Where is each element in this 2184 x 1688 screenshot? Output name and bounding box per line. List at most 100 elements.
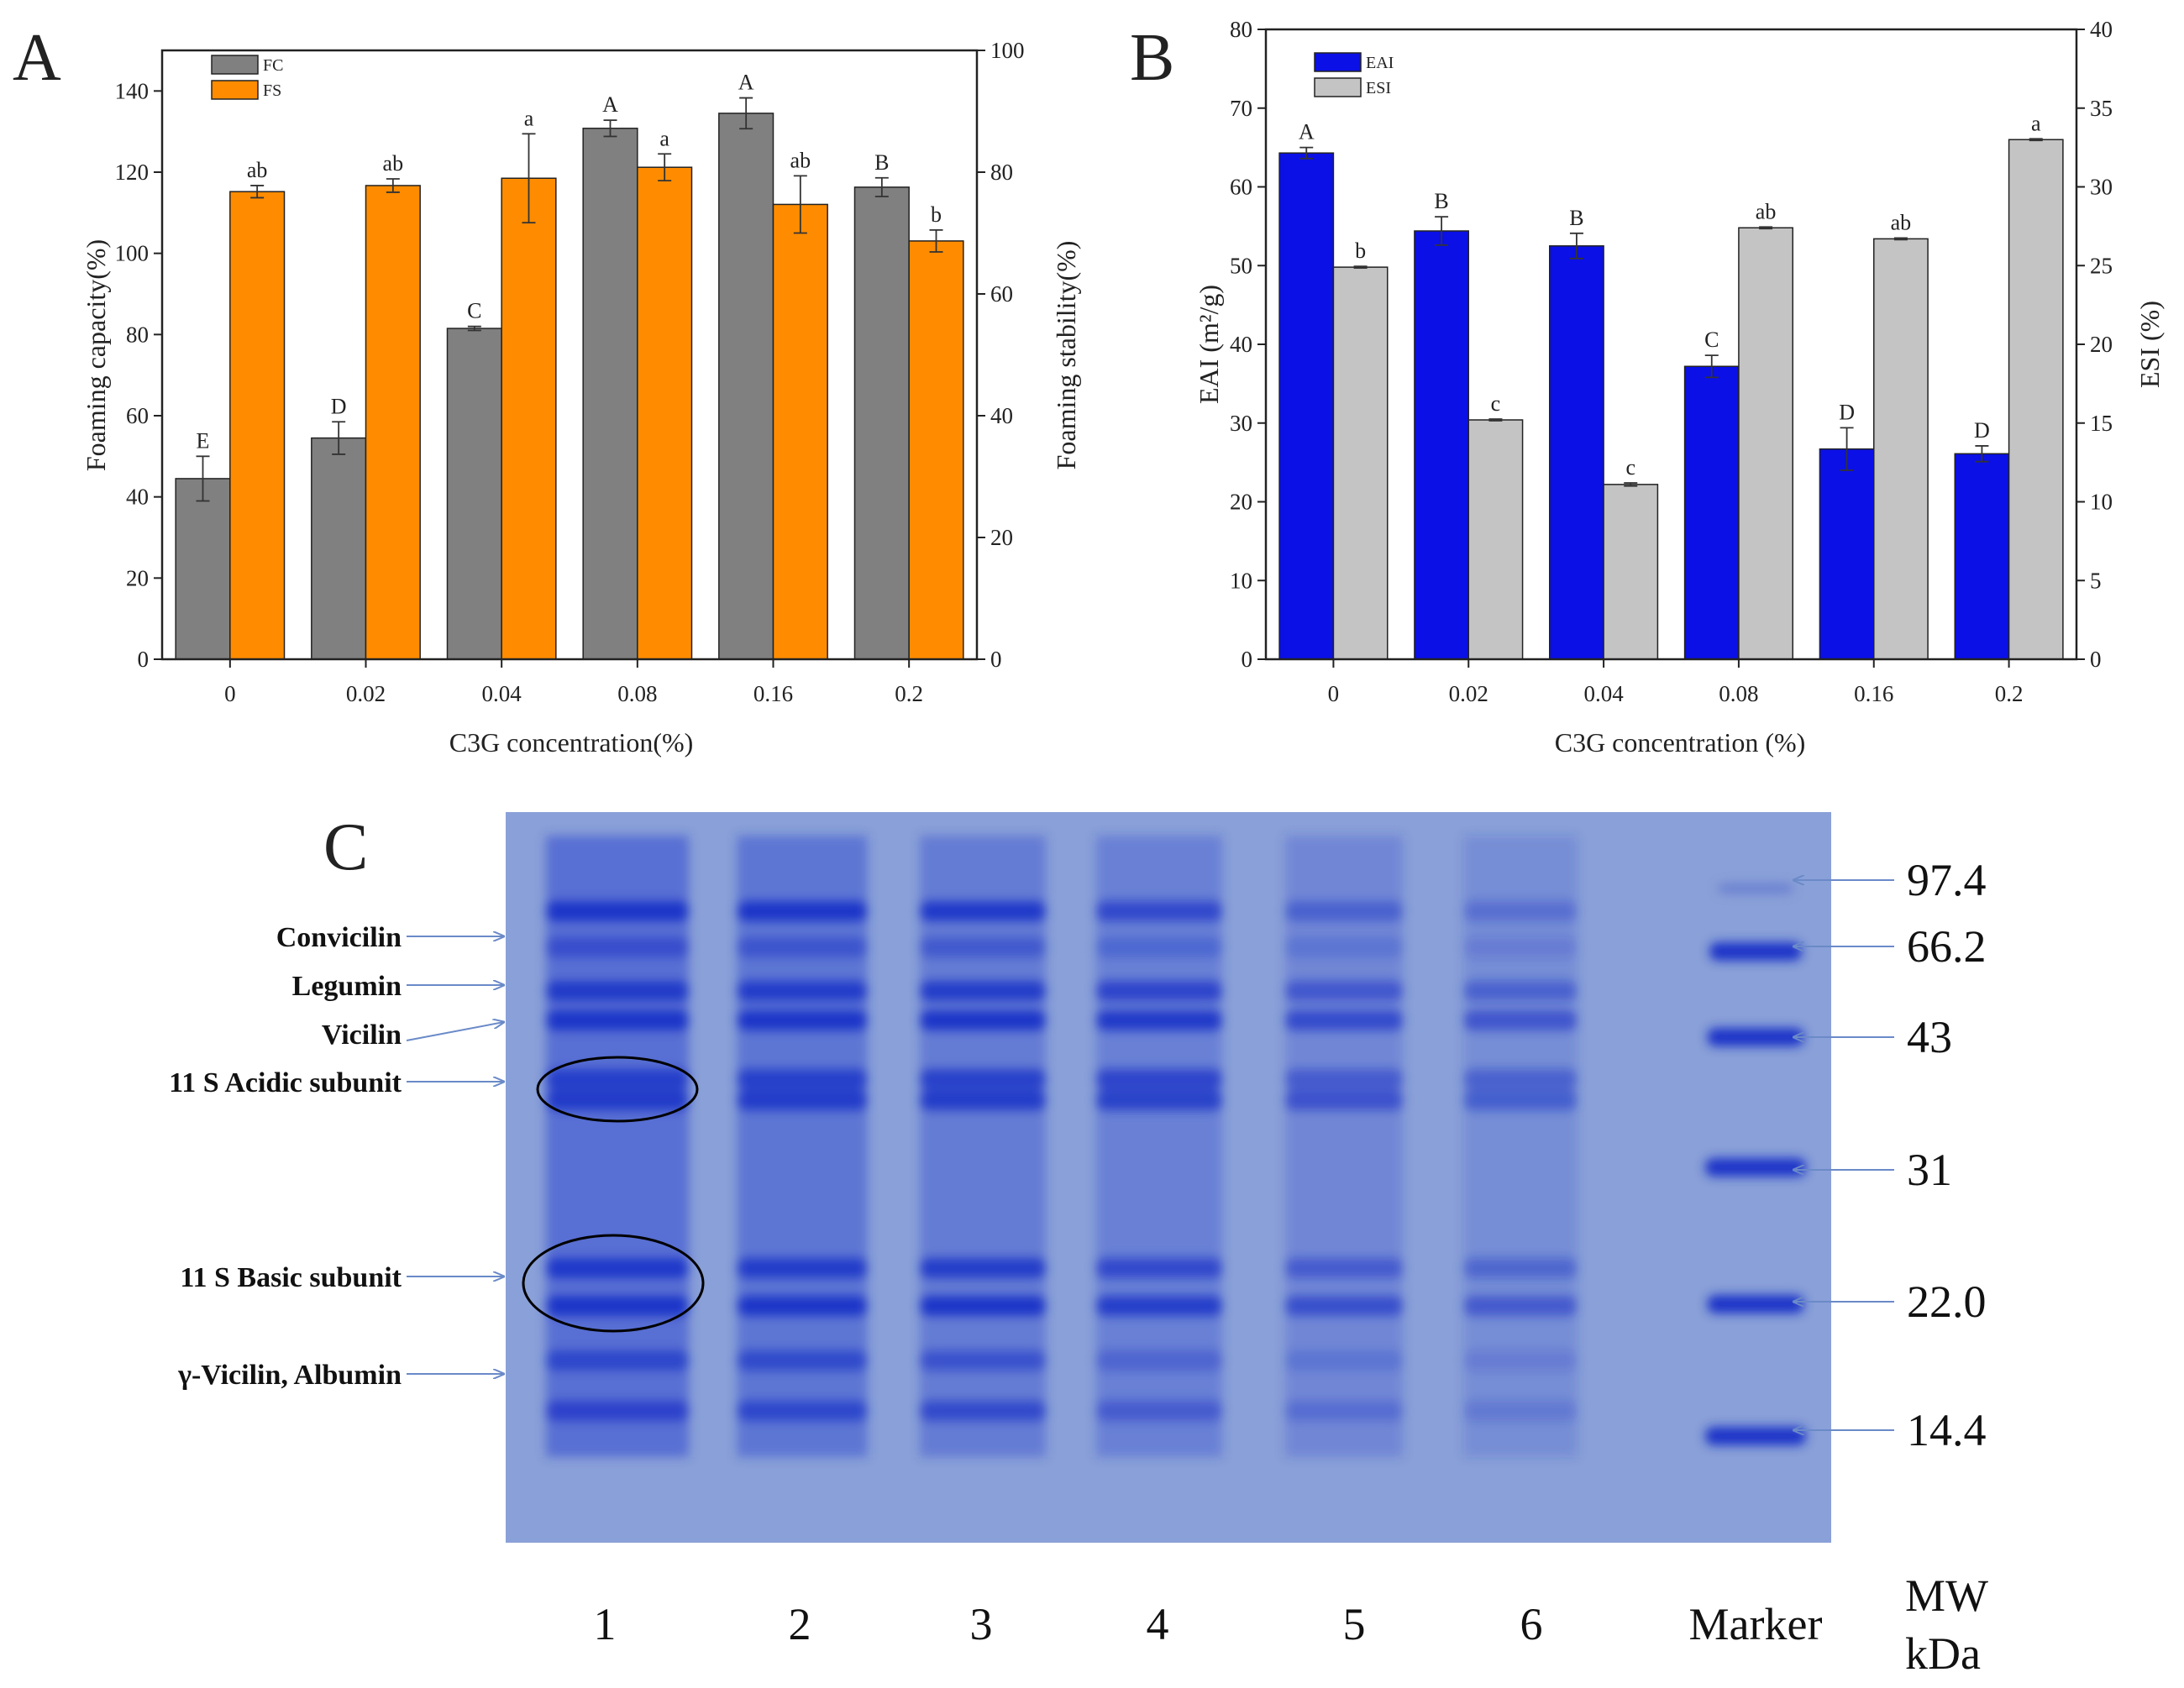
y-right-tick-label: 20 <box>2090 332 2113 357</box>
significance-letter: ab <box>790 148 811 172</box>
x-tick-label: 0.2 <box>895 681 923 706</box>
band-label: γ-Vicilin, Albumin <box>177 1360 402 1391</box>
x-tick-label: 0.16 <box>1854 681 1893 706</box>
panel-b-y-right-title: ESI (%) <box>2134 301 2165 388</box>
gel-band <box>920 1010 1046 1030</box>
marker-band <box>1705 1427 1806 1445</box>
panel-a-letter: A <box>13 21 61 95</box>
y-left-tick-label: 70 <box>1230 96 1252 121</box>
bar-fc <box>853 186 910 660</box>
gel-band <box>920 1401 1046 1421</box>
y-left-tick-label: 0 <box>1242 647 1253 672</box>
panel-c-letter: C <box>323 810 368 884</box>
mw-label-line1: MW <box>1905 1570 1988 1621</box>
band-label: 11 S Acidic subunit <box>169 1067 402 1098</box>
significance-letter: C <box>467 299 481 323</box>
gel-band <box>920 937 1046 957</box>
gel-band <box>546 1401 689 1421</box>
legend-eai-swatch <box>1314 52 1362 72</box>
significance-letter: A <box>738 71 754 95</box>
bar-fs <box>365 185 421 660</box>
gel-band <box>737 1401 868 1421</box>
panel-a-y-right-title: Foaming stability(%) <box>1051 241 1081 470</box>
gel-band <box>1285 1401 1403 1421</box>
gel-band <box>1285 1296 1403 1316</box>
significance-letter: a <box>2031 111 2041 135</box>
gel-band <box>1463 901 1578 921</box>
band-label: Legumin <box>292 971 402 1002</box>
gel-band <box>546 901 689 921</box>
y-right-tick-label: 100 <box>990 38 1025 63</box>
gel-band <box>1096 1090 1222 1110</box>
y-right-tick-label: 5 <box>2090 568 2102 593</box>
y-right-tick-label: 35 <box>2090 96 2113 121</box>
y-right-tick-label: 80 <box>990 160 1013 185</box>
significance-letter: A <box>1299 120 1315 144</box>
significance-letter: B <box>1569 206 1583 230</box>
gel-band <box>1285 937 1403 957</box>
legend-esi-label: ESI <box>1366 79 1391 97</box>
gel-band <box>546 1010 689 1030</box>
y-right-tick-label: 15 <box>2090 411 2113 436</box>
y-left-tick-label: 20 <box>126 565 149 590</box>
panel-a-y-left-title: Foaming capacity(%) <box>81 239 111 471</box>
gel-band <box>737 1010 868 1030</box>
significance-letter: D <box>1974 418 1990 443</box>
gel-band <box>1096 1296 1222 1316</box>
gel-band <box>737 937 868 957</box>
bar-eai <box>1683 365 1740 660</box>
bar-fc <box>446 328 502 660</box>
y-left-tick-label: 60 <box>126 403 149 428</box>
panel-a-plot-frame <box>160 49 979 661</box>
x-tick-label: 0.04 <box>1583 681 1624 706</box>
y-right-tick-label: 40 <box>990 403 1013 428</box>
gel-band <box>546 1350 689 1371</box>
lane-label: Marker <box>1689 1599 1823 1649</box>
gel-band <box>1096 1401 1222 1421</box>
band-label: Vicilin <box>322 1020 402 1051</box>
x-tick-label: 0 <box>224 681 236 706</box>
basic-subunit-circle <box>522 1234 705 1333</box>
lane-label: 3 <box>970 1599 993 1649</box>
gel-band <box>1285 1090 1403 1110</box>
panel-b-x-title: C3G concentration (%) <box>1555 727 1806 758</box>
y-right-tick-label: 40 <box>2090 17 2113 42</box>
y-left-tick-label: 120 <box>115 160 150 185</box>
gel-band <box>1285 981 1403 1001</box>
gel-band <box>1285 1350 1403 1371</box>
gel-band <box>737 1069 868 1089</box>
gel-band <box>1463 1069 1578 1089</box>
gel-band <box>1096 1350 1222 1371</box>
significance-letter: ab <box>247 158 268 182</box>
bar-eai <box>1549 245 1604 660</box>
significance-letter: c <box>1625 455 1635 480</box>
gel-band <box>1096 1069 1222 1089</box>
panel-c-gel: C Convicilin Legumin Vicilin 11 S Acidic su… <box>169 810 1988 1679</box>
x-tick-label: 0.16 <box>753 681 793 706</box>
significance-letter: ab <box>383 151 404 176</box>
legend-esi-swatch <box>1314 77 1362 97</box>
gel-band <box>737 1090 868 1110</box>
gel-band <box>546 937 689 957</box>
gel-band <box>920 1090 1046 1110</box>
gel-band <box>1096 901 1222 921</box>
bar-eai <box>1819 448 1875 660</box>
x-tick-label: 0.04 <box>482 681 522 706</box>
y-left-tick-label: 40 <box>1230 332 1252 357</box>
x-tick-label: 0.02 <box>346 681 386 706</box>
marker-weight-label: 97.4 <box>1907 855 1987 905</box>
y-left-tick-label: 0 <box>138 647 150 672</box>
gel-band <box>737 981 868 1001</box>
bar-esi <box>1467 419 1524 660</box>
gel-band <box>1096 1010 1222 1030</box>
gel-band <box>1096 1258 1222 1278</box>
bar-fs <box>501 177 557 660</box>
gel-band <box>920 1296 1046 1316</box>
x-tick-label: 0 <box>1328 681 1340 706</box>
gel-band <box>737 1258 868 1278</box>
gel-band <box>920 1069 1046 1089</box>
significance-letter: b <box>1355 239 1366 263</box>
lane-label: 5 <box>1343 1599 1366 1649</box>
y-left-tick-label: 50 <box>1230 253 1252 278</box>
